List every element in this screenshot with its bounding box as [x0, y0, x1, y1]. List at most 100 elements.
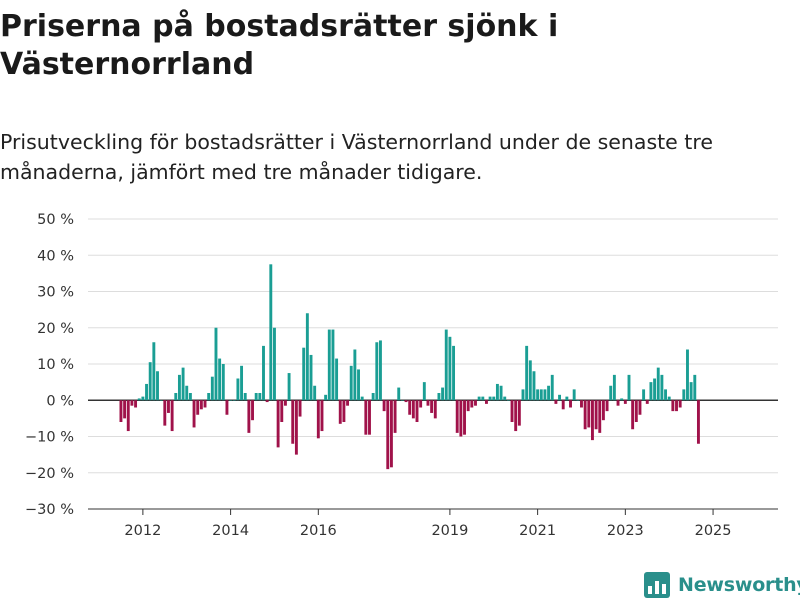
bar [258, 393, 262, 401]
bar [583, 400, 587, 430]
bar [653, 378, 657, 401]
bar [298, 400, 302, 417]
bar [269, 264, 273, 401]
bar [207, 393, 211, 401]
bar [517, 400, 521, 426]
bar [528, 360, 532, 401]
bar [605, 400, 609, 412]
bar [433, 400, 437, 419]
bar [536, 389, 540, 401]
bar [123, 400, 127, 419]
bar [181, 367, 185, 401]
bar [371, 393, 375, 401]
x-tick-label: 2019 [431, 523, 468, 539]
bars [119, 264, 700, 470]
bar [353, 349, 357, 401]
bar [177, 374, 181, 401]
bar [598, 400, 602, 433]
x-tick-label: 2012 [124, 523, 161, 539]
bar [309, 354, 313, 401]
bar [594, 400, 598, 430]
bar [525, 345, 529, 401]
bar [287, 373, 291, 401]
x-tick-label: 2025 [695, 523, 732, 539]
bar [145, 383, 148, 401]
bar [470, 400, 474, 408]
y-tick-label: 0 % [46, 393, 74, 409]
bar [590, 400, 594, 441]
bar [313, 385, 317, 401]
bar [521, 389, 525, 401]
bar [331, 329, 335, 401]
bar [547, 385, 551, 401]
bar [481, 396, 485, 401]
bar [649, 382, 653, 401]
bar [302, 347, 306, 401]
bar [682, 389, 686, 401]
bar [368, 400, 371, 435]
bar [262, 345, 265, 401]
chart-subtitle: Prisutveckling för bostadsrätter i Väste… [0, 130, 713, 184]
bar [170, 400, 174, 432]
bar [492, 396, 496, 401]
x-tick-label: 2023 [607, 523, 644, 539]
bar [167, 400, 170, 413]
bar [587, 400, 591, 428]
bar [459, 400, 463, 437]
bar [558, 394, 561, 401]
bar [229, 400, 233, 401]
bar [349, 365, 353, 401]
bar [283, 400, 287, 406]
bar [327, 329, 331, 401]
bar [572, 389, 576, 401]
bar [404, 400, 408, 403]
bar [503, 396, 507, 401]
bar [474, 400, 477, 406]
bar [276, 400, 280, 448]
bar [411, 400, 415, 419]
y-tick-label: 10 % [37, 357, 74, 373]
y-tick-label: 50 % [37, 212, 74, 228]
bar [251, 400, 254, 421]
bar [532, 371, 536, 401]
bar [580, 400, 583, 408]
bar [156, 371, 159, 401]
bar [130, 400, 134, 406]
bar [214, 327, 218, 401]
bar [152, 342, 156, 401]
bar [543, 389, 547, 401]
last-value-label: −12 % [692, 200, 741, 204]
bar [645, 400, 649, 404]
bar [159, 400, 163, 401]
y-tick-label: 20 % [37, 321, 74, 337]
bar [408, 400, 412, 415]
x-tick-label: 2014 [212, 523, 249, 539]
bar [696, 400, 700, 444]
bar [225, 400, 229, 415]
bar [148, 362, 152, 401]
bar [254, 393, 258, 401]
bar [477, 396, 481, 401]
bar [185, 385, 189, 401]
annotations: −12 % [692, 200, 741, 204]
bar [671, 400, 675, 412]
bar [554, 400, 558, 404]
bar [316, 400, 320, 439]
bar [452, 345, 456, 401]
y-tick-label: 40 % [37, 248, 74, 264]
bar [221, 364, 225, 401]
x-tick-label: 2021 [519, 523, 556, 539]
bar [430, 400, 434, 413]
bar [638, 400, 642, 415]
bar [174, 393, 178, 401]
bar [280, 400, 284, 422]
bar [686, 349, 689, 401]
bar [273, 327, 276, 401]
gridlines [88, 218, 778, 510]
bar [335, 358, 339, 401]
bar [678, 400, 682, 408]
bar [400, 400, 404, 401]
bar [675, 400, 678, 412]
y-tick-label: −30 % [25, 502, 74, 518]
bar [466, 400, 470, 412]
